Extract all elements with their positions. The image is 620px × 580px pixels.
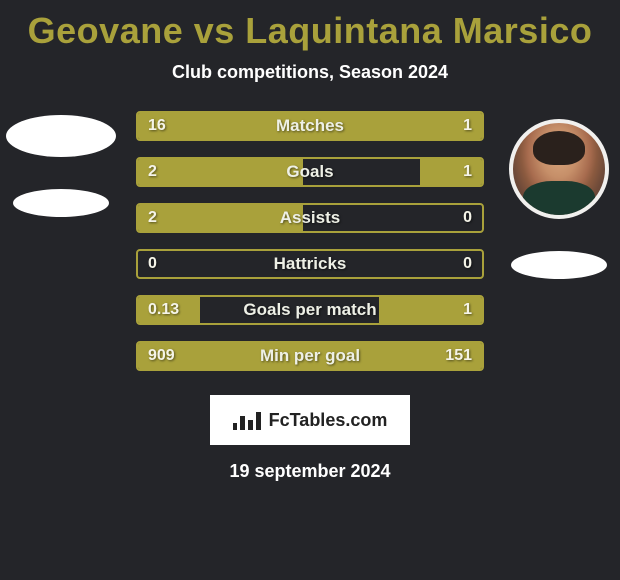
- player-left-column: [6, 115, 116, 217]
- player-right-club-placeholder: [511, 251, 607, 279]
- stat-left-fill: [138, 113, 406, 139]
- stat-right-fill: [379, 297, 482, 323]
- stat-row: 161Matches: [136, 111, 484, 141]
- player-left-avatar-placeholder: [6, 115, 116, 157]
- comparison-body: 161Matches21Goals20Assists00Hattricks0.1…: [0, 111, 620, 371]
- stat-row: 20Assists: [136, 203, 484, 233]
- stat-row: 909151Min per goal: [136, 341, 484, 371]
- stat-left-fill: [138, 205, 303, 231]
- brand-bar-icon: [233, 410, 261, 430]
- stat-left-value: 0: [148, 255, 157, 273]
- stat-right-fill: [406, 343, 482, 369]
- stat-bars: 161Matches21Goals20Assists00Hattricks0.1…: [136, 111, 484, 371]
- stat-row: 21Goals: [136, 157, 484, 187]
- stat-left-fill: [138, 159, 303, 185]
- stat-right-value: 0: [463, 255, 472, 273]
- snapshot-date: 19 september 2024: [0, 461, 620, 482]
- player-left-club-placeholder: [13, 189, 109, 217]
- stat-left-fill: [138, 343, 406, 369]
- stat-right-value: 0: [463, 209, 472, 227]
- comparison-subtitle: Club competitions, Season 2024: [0, 62, 620, 83]
- stat-label: Hattricks: [138, 254, 482, 274]
- stat-row: 0 0Hattricks: [136, 249, 484, 279]
- stat-left-fill: [138, 297, 200, 323]
- stat-row: 0.131Goals per match: [136, 295, 484, 325]
- stat-right-fill: [420, 159, 482, 185]
- brand-badge: FcTables.com: [210, 395, 410, 445]
- comparison-title: Geovane vs Laquintana Marsico: [0, 0, 620, 52]
- stat-right-fill: [406, 113, 482, 139]
- brand-text: FcTables.com: [269, 410, 388, 431]
- player-right-column: [504, 119, 614, 279]
- player-right-avatar: [509, 119, 609, 219]
